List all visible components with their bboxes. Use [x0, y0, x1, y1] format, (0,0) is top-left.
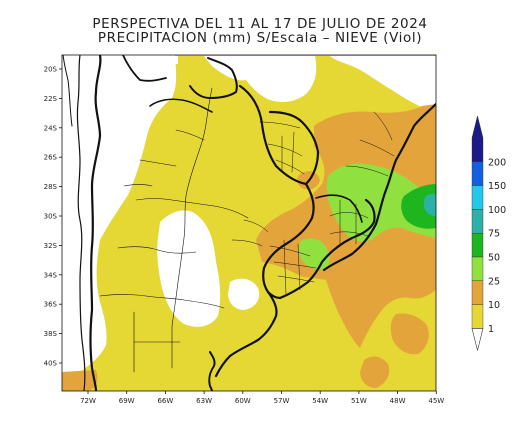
map-frame — [61, 54, 437, 392]
paraguay-internal — [259, 121, 305, 175]
lon-tick-label: 45W — [428, 397, 444, 405]
colorbar-segment — [471, 232, 484, 258]
lat-tick-label: 38S — [44, 330, 58, 338]
chile-coast — [76, 55, 86, 391]
lon-tick-label: 69W — [119, 397, 135, 405]
boundaries — [62, 55, 436, 391]
lat-tick-label: 30S — [44, 213, 58, 221]
lon-tick-label: 66W — [157, 397, 173, 405]
province-line-5 — [133, 311, 181, 373]
rio-grande-border — [315, 194, 363, 223]
patagonia-coast — [208, 351, 216, 391]
colorbar-level-label: 200 — [488, 157, 506, 168]
uruguay-internal — [269, 239, 317, 295]
entre-rios-internal — [231, 219, 269, 247]
latitude-axis: 20S 22S 24S 26S 28S 30S 32S 34S 36S 38S 40S — [44, 66, 62, 368]
lat-tick-label: 22S — [44, 95, 58, 103]
bolivia-border — [189, 57, 238, 99]
brazil-internal-2 — [345, 111, 395, 177]
colorbar-segment — [471, 185, 484, 210]
province-line-1 — [171, 87, 213, 369]
map-subtitle: PRECIPITACION (mm) S/Escala – NIEVE (Vio… — [97, 30, 423, 46]
peak-precip-core — [424, 193, 436, 216]
lon-tick-label: 72W — [80, 397, 96, 405]
lat-tick-label: 28S — [44, 183, 58, 191]
colorbar-level-label: 25 — [488, 276, 500, 287]
colorbar-segment — [471, 280, 484, 305]
andes-border — [89, 55, 102, 391]
map-title: PERSPECTIVA DEL 11 AL 17 DE JULIO DE 202… — [92, 16, 428, 32]
lon-tick-label: 60W — [235, 397, 251, 405]
lon-tick-label: 51W — [351, 397, 367, 405]
province-north — [149, 98, 213, 113]
colorbar-segment — [471, 137, 484, 162]
longitude-axis: 72W 69W 66W 63W 60W 57W 54W 51W 48W 45W — [80, 391, 444, 405]
brazil-coast — [322, 102, 436, 272]
lon-tick-label: 63W — [196, 397, 212, 405]
colorbar-level-label: 150 — [488, 181, 506, 192]
colorbar-segment — [471, 161, 484, 186]
province-line-3 — [117, 246, 197, 254]
province-line-2 — [135, 198, 249, 219]
very-heavy-precip-area — [401, 184, 436, 229]
province-line-4 — [99, 294, 225, 309]
province-line-6 — [123, 129, 205, 187]
colorbar-level-label: 1 — [488, 324, 494, 335]
colorbar-segment — [471, 209, 484, 234]
colorbar-bottom-arrow — [471, 328, 484, 351]
lat-tick-label: 34S — [44, 271, 58, 279]
buenos-aires-coast — [214, 290, 278, 378]
north-border-1 — [122, 55, 167, 82]
pacific-coast — [62, 55, 73, 127]
colorbar-segment — [471, 304, 484, 329]
uruguay-border — [278, 198, 376, 300]
colorbar-segment — [471, 256, 484, 281]
lat-tick-label: 36S — [44, 301, 58, 309]
paraguay-internal-2 — [281, 131, 295, 173]
brazil-internal — [329, 199, 369, 247]
lon-tick-label: 57W — [274, 397, 290, 405]
colorbar-level-label: 75 — [488, 229, 500, 240]
dry-areas — [62, 55, 436, 378]
colorbar-level-label: 10 — [488, 300, 500, 311]
lon-tick-label: 48W — [390, 397, 406, 405]
lat-tick-label: 26S — [44, 154, 58, 162]
lat-tick-label: 32S — [44, 242, 58, 250]
map-area — [62, 55, 436, 391]
lat-tick-label: 40S — [44, 360, 58, 368]
lat-tick-label: 20S — [44, 66, 58, 74]
lon-tick-label: 54W — [312, 397, 328, 405]
colorbar-legend: 1 10 25 50 75 100 150 200 — [471, 115, 506, 351]
colorbar-level-label: 50 — [488, 253, 500, 264]
colorbar-level-label: 100 — [488, 205, 506, 216]
colorbar-top-arrow — [471, 115, 484, 139]
lat-tick-label: 24S — [44, 124, 58, 132]
